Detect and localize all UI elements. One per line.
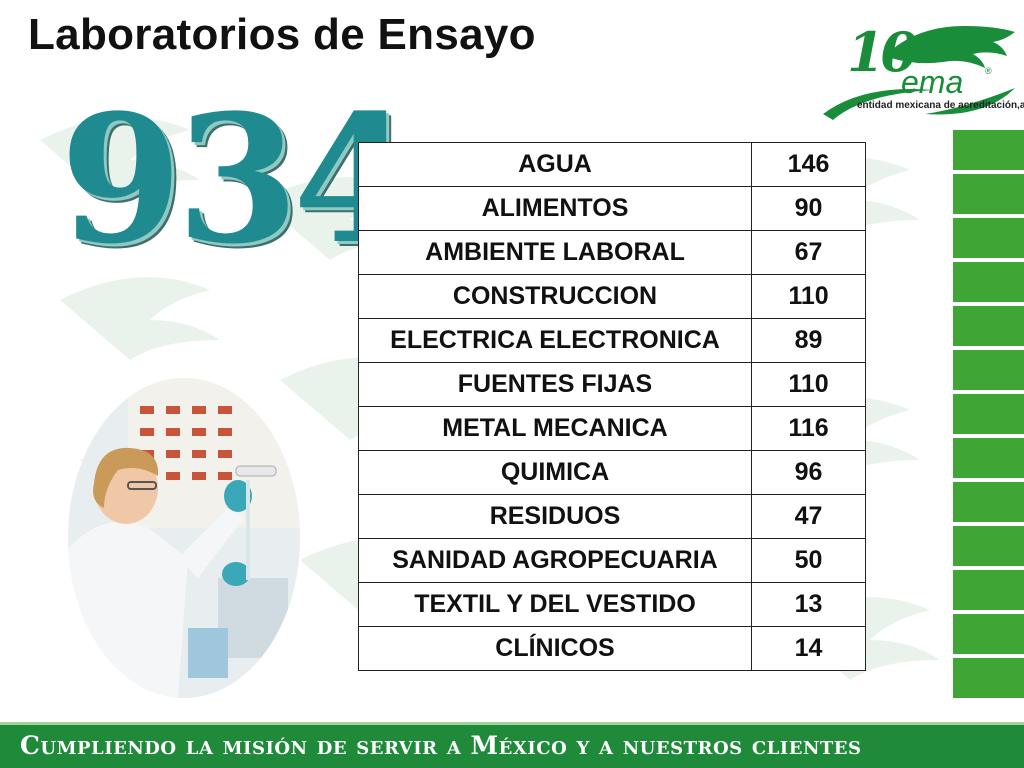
table-row: ALIMENTOS 90 <box>358 186 866 231</box>
lab-count-cell: 116 <box>751 406 866 451</box>
table-row: AGUA 146 <box>358 142 866 187</box>
sector-name-cell: ELECTRICA ELECTRONICA <box>358 318 752 363</box>
table-row: AMBIENTE LABORAL 67 <box>358 230 866 275</box>
lab-count-cell: 96 <box>751 450 866 495</box>
labs-by-sector-table: AGUA 146 ALIMENTOS 90 AMBIENTE LABORAL 67 CONS… <box>358 142 866 671</box>
lab-count-cell: 146 <box>751 142 866 187</box>
table-row: METAL MECANICA 116 <box>358 406 866 451</box>
lab-count-cell: 50 <box>751 538 866 583</box>
decorative-green-stripes <box>953 130 1024 724</box>
sector-name-cell: ALIMENTOS <box>358 186 752 231</box>
sector-name-cell: CLÍNICOS <box>358 626 752 671</box>
footer-slogan: Cumpliendo la misión de servir a México … <box>20 731 862 760</box>
sector-name-cell: CONSTRUCCION <box>358 274 752 319</box>
sector-name-cell: QUIMICA <box>358 450 752 495</box>
logo-tagline: entidad mexicana de acreditación,a.c. <box>857 100 1024 111</box>
table-row: QUIMICA 96 <box>358 450 866 495</box>
table-row: TEXTIL Y DEL VESTIDO 13 <box>358 582 866 627</box>
lab-count-cell: 110 <box>751 274 866 319</box>
table-row: FUENTES FIJAS 110 <box>358 362 866 407</box>
lab-technician-photo <box>68 378 300 698</box>
table-row: CLÍNICOS 14 <box>358 626 866 671</box>
table-row: RESIDUOS 47 <box>358 494 866 539</box>
ema-logo: 10 ema ® entidad mexicana de acreditació… <box>815 14 1024 124</box>
lab-count-cell: 67 <box>751 230 866 275</box>
sector-name-cell: TEXTIL Y DEL VESTIDO <box>358 582 752 627</box>
lab-count-cell: 90 <box>751 186 866 231</box>
lab-count-cell: 110 <box>751 362 866 407</box>
logo-brand: ema <box>901 64 964 100</box>
sector-name-cell: AGUA <box>358 142 752 187</box>
lab-count-cell: 14 <box>751 626 866 671</box>
lab-count-cell: 13 <box>751 582 866 627</box>
logo-registered-mark: ® <box>985 66 992 76</box>
eagle-head-icon <box>823 26 1015 120</box>
table-row: CONSTRUCCION 110 <box>358 274 866 319</box>
sector-name-cell: AMBIENTE LABORAL <box>358 230 752 275</box>
total-labs-number: 934 <box>60 76 415 283</box>
lab-count-cell: 89 <box>751 318 866 363</box>
sector-name-cell: RESIDUOS <box>358 494 752 539</box>
sector-name-cell: METAL MECANICA <box>358 406 752 451</box>
sector-name-cell: FUENTES FIJAS <box>358 362 752 407</box>
sector-name-cell: SANIDAD AGROPECUARIA <box>358 538 752 583</box>
lab-count-cell: 47 <box>751 494 866 539</box>
slide-title: Laboratorios de Ensayo <box>28 10 536 59</box>
table-row: ELECTRICA ELECTRONICA 89 <box>358 318 866 363</box>
table-row: SANIDAD AGROPECUARIA 50 <box>358 538 866 583</box>
logo-anniversary-number: 10 <box>847 20 918 84</box>
footer-banner: Cumpliendo la misión de servir a México … <box>0 722 1024 768</box>
